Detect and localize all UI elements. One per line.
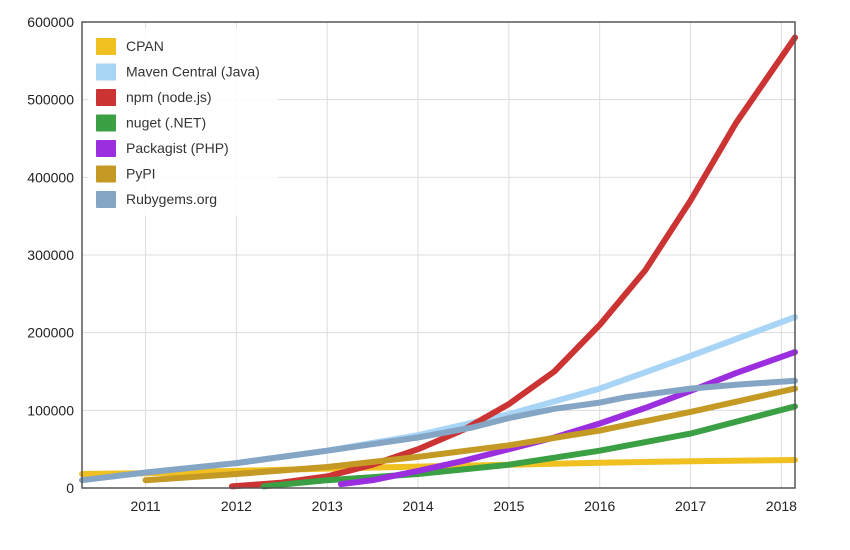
legend-swatch bbox=[96, 140, 116, 157]
plot-frame bbox=[81, 21, 796, 489]
series-line bbox=[79, 457, 798, 477]
legend-label: Packagist (PHP) bbox=[126, 140, 229, 156]
x-tick-label: 2014 bbox=[402, 498, 433, 514]
legend-background bbox=[88, 28, 278, 216]
x-tick-label: 2011 bbox=[131, 498, 161, 514]
series-line bbox=[260, 403, 798, 490]
legend-swatch bbox=[96, 114, 116, 132]
x-tick-label: 2013 bbox=[312, 498, 343, 514]
series-lines bbox=[79, 34, 798, 490]
series-line bbox=[142, 385, 798, 484]
legend-label: npm (node.js) bbox=[126, 89, 212, 105]
y-tick-label: 600000 bbox=[27, 14, 74, 30]
legend-swatch bbox=[96, 89, 116, 106]
legend-label: PyPI bbox=[126, 166, 156, 182]
y-axis-ticks: 0 100000 200000 300000 400000 500000 600000 bbox=[27, 14, 74, 496]
series-line bbox=[228, 34, 798, 490]
x-tick-label: 2018 bbox=[766, 498, 797, 514]
x-tick-label: 2017 bbox=[675, 498, 706, 514]
legend-label: Rubygems.org bbox=[126, 191, 217, 207]
legend-swatch bbox=[96, 165, 116, 183]
x-tick-label: 2016 bbox=[584, 498, 615, 514]
x-tick-label: 2012 bbox=[221, 498, 252, 514]
legend-label: CPAN bbox=[126, 38, 164, 54]
series-line bbox=[79, 377, 798, 484]
legend-label: nuget (.NET) bbox=[126, 115, 206, 131]
y-tick-label: 500000 bbox=[27, 92, 74, 108]
x-tick-label: 2015 bbox=[493, 498, 524, 514]
y-tick-label: 100000 bbox=[27, 402, 74, 418]
y-tick-label: 400000 bbox=[27, 169, 74, 185]
legend-swatch bbox=[96, 63, 116, 81]
legend-swatch bbox=[96, 191, 116, 208]
legend: CPAN Maven Central (Java) npm (node.js) nug… bbox=[88, 28, 278, 216]
y-tick-label: 0 bbox=[66, 480, 74, 496]
legend-label: Maven Central (Java) bbox=[126, 64, 260, 80]
y-tick-label: 300000 bbox=[27, 247, 74, 263]
y-tick-label: 200000 bbox=[27, 325, 74, 341]
x-axis-ticks: 2011 2012 2013 2014 2015 2016 2017 2018 bbox=[131, 498, 798, 514]
legend-swatch bbox=[96, 38, 116, 55]
